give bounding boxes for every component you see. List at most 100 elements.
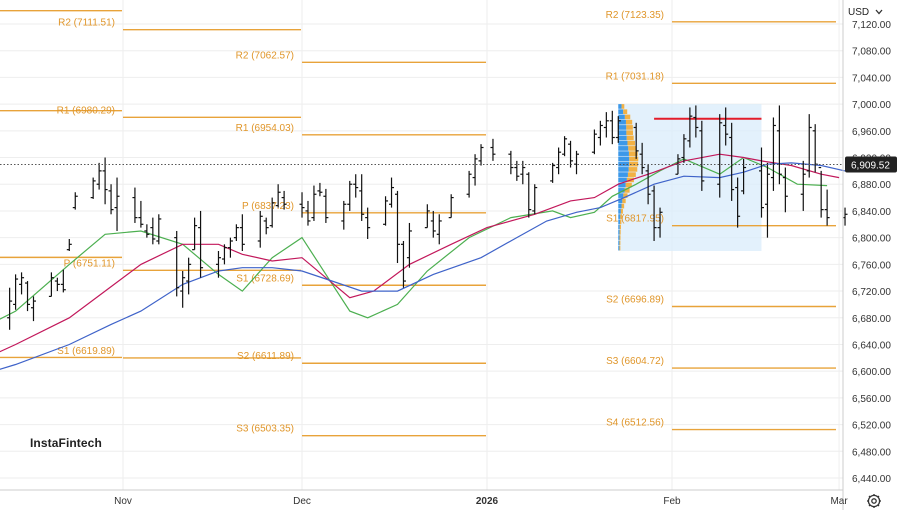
pivot-label: S3 (6604.72) [606, 356, 664, 367]
ohlc-bar [359, 174, 365, 221]
y-tick-label: 6,600.00 [852, 367, 891, 378]
ohlc-bar [776, 105, 782, 185]
ohlc-bar [323, 188, 329, 223]
ohlc-bar [729, 122, 735, 201]
volume-profile-bar [618, 230, 620, 235]
volume-profile-bar [618, 188, 625, 193]
ohlc-bar [466, 170, 472, 198]
x-tick-label: Nov [114, 496, 132, 507]
ohlc-bar [639, 142, 645, 175]
volume-profile-bar [625, 119, 633, 125]
volume-profile-bar [619, 245, 621, 251]
volume-profile-bar [628, 151, 638, 156]
ohlc-bar [102, 157, 108, 205]
volume-profile-bar [619, 230, 621, 235]
ohlc-bar [317, 182, 323, 197]
ohlc-bar [198, 210, 204, 278]
volume-profile-bar [624, 188, 630, 193]
ohlc-bar [138, 200, 144, 228]
ohlc-bar [633, 122, 639, 159]
ohlc-bar [550, 162, 556, 183]
volume-profile-bar [618, 235, 620, 240]
ohlc-bar [574, 150, 580, 175]
ohlc-bar [233, 224, 239, 241]
ohlc-bar [239, 214, 245, 251]
ohlc-bar [156, 214, 162, 245]
volume-profile-bar [621, 104, 625, 109]
volume-profile-bar [618, 140, 628, 146]
y-tick-label: 6,640.00 [852, 340, 891, 351]
x-tick-label: Mar [830, 496, 848, 507]
volume-profile-bar [626, 130, 634, 135]
ohlc-bars [7, 105, 848, 330]
ohlc-bar [597, 120, 603, 146]
pivot-label: S3 (6503.35) [236, 424, 294, 435]
ohlc-bar [782, 167, 788, 213]
ohlc-bar [48, 272, 54, 297]
y-tick-label: 6,840.00 [852, 207, 891, 218]
volume-profile-bar [623, 109, 628, 115]
volume-profile-bar [626, 125, 633, 130]
ohlc-bar [651, 185, 657, 241]
currency-selector[interactable]: USD [848, 4, 896, 20]
volume-profile-bar [618, 151, 629, 156]
ohlc-bar [365, 207, 371, 239]
volume-profile-bar [627, 172, 636, 177]
ohlc-bar [19, 272, 25, 295]
ohlc-bar [824, 189, 830, 226]
volume-profile-bar [618, 135, 627, 141]
ohlc-bar [281, 190, 287, 210]
ohlc-bar [448, 194, 454, 219]
volume-profile-bar [618, 182, 626, 188]
volume-profile-bar [618, 109, 624, 115]
moving-average-line [0, 156, 828, 320]
y-tick-label: 6,960.00 [852, 127, 891, 138]
ohlc-bar [299, 192, 305, 218]
ohlc-bar [490, 138, 496, 161]
pivot-label: P (6751.11) [64, 258, 115, 269]
ohlc-bar [508, 150, 514, 175]
volume-profile-bar [621, 203, 625, 209]
volume-profile-bar [618, 193, 624, 198]
pivot-label: R1 (6980.29) [57, 105, 115, 116]
volume-profile-bar [628, 167, 638, 172]
volume-profile-bar [628, 146, 637, 151]
ohlc-bar [645, 164, 651, 205]
volume-profile-bar [619, 235, 621, 240]
volume-profile-bar [619, 219, 622, 225]
brand-logo: InstaFintech [30, 436, 102, 450]
volume-profile-bar [619, 240, 621, 246]
ohlc-bar [657, 207, 663, 238]
ohlc-bar [263, 217, 269, 235]
ohlc-bar [406, 222, 412, 268]
ohlc-bar [114, 177, 120, 231]
volume-profile-bar [618, 209, 621, 214]
ohlc-bar [615, 116, 621, 143]
ohlc-bar [227, 237, 233, 258]
current-price-label: 6,909.52 [851, 161, 890, 172]
y-tick-label: 6,680.00 [852, 314, 891, 325]
y-tick-label: 6,800.00 [852, 234, 891, 245]
ohlc-bar [806, 114, 812, 178]
ohlc-bar [472, 154, 478, 186]
volume-profile-bar [618, 219, 620, 225]
ohlc-bar [13, 274, 19, 310]
settings-gear-icon[interactable] [866, 493, 882, 509]
volume-profile-bar [618, 167, 629, 172]
y-tick-label: 7,000.00 [852, 100, 891, 111]
volume-profile-bar [618, 104, 622, 109]
x-tick-label: 2026 [476, 496, 499, 507]
y-tick-label: 6,520.00 [852, 421, 891, 432]
ohlc-bar [7, 287, 13, 330]
volume-profile-bar [622, 198, 626, 204]
volume-profile-bar [623, 193, 628, 198]
volume-profile-bar [624, 114, 631, 120]
y-tick-label: 6,480.00 [852, 447, 891, 458]
volume-profile-bar [618, 125, 627, 130]
ohlc-bar [741, 158, 747, 195]
ohlc-bar [389, 177, 395, 208]
ohlc-bar [25, 281, 31, 312]
current-price-tag [845, 156, 897, 173]
